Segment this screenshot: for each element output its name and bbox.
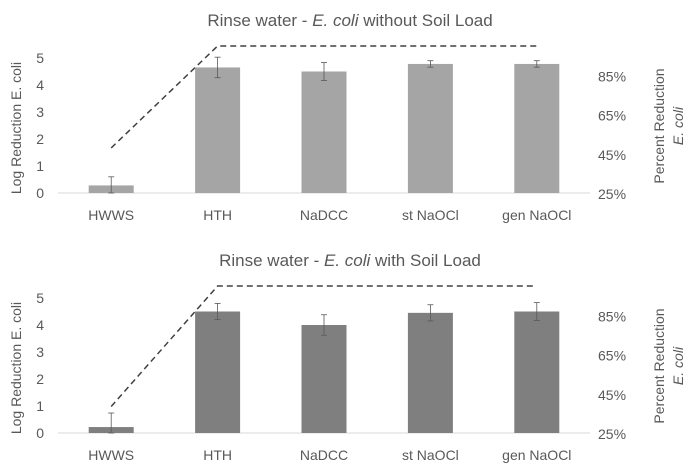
y2-axis-label: Percent Reduction [651,68,667,183]
y-tick-label: 5 [36,50,44,66]
bar-gen-naocl [514,63,560,193]
y-tick-label: 3 [36,104,44,120]
y-tick-label: 0 [36,425,44,441]
bar-nadcc [301,325,347,433]
y2-tick-label: 25% [598,426,626,442]
chart-title: Rinse water - E. coli with Soil Load [219,251,481,270]
bar-hth [195,311,241,433]
y-tick-label: 4 [36,77,44,93]
y-tick-label: 1 [36,398,44,414]
chart-panel-1: Rinse water - E. coli without Soil Load 0… [8,11,686,223]
y-tick-label: 3 [36,344,44,360]
y2-axis-label-italic: E. coli [670,346,686,385]
title-italic: E. coli [324,251,372,270]
y-axis-label: Log Reduction E. coli [8,302,24,434]
title-suffix: with Soil Load [370,251,481,270]
chart-panel-2: Rinse water - E. coli with Soil Load 0 1 2 3… [8,251,686,463]
x-tick-label: NaDCC [300,207,348,223]
bar-gen-naocl [514,311,560,433]
y2-tick-label: 45% [598,387,626,403]
y2-tick-label: 45% [598,147,626,163]
percent-reduction-line [110,45,537,149]
y-axis-label: Log Reduction E. coli [8,62,24,194]
y-tick-label: 4 [36,317,44,333]
y2-tick-label: 25% [598,186,626,202]
x-tick-label: gen NaOCl [502,447,571,463]
y2-tick-label: 85% [598,68,626,84]
y-tick-label: 2 [36,131,44,147]
x-tick-label: HWWS [88,207,134,223]
y2-axis-label-italic: E. coli [670,106,686,145]
bar-nadcc [301,71,347,193]
x-tick-label: st NaOCl [402,207,459,223]
y-tick-label: 5 [36,290,44,306]
bar-st-naocl [407,63,453,193]
x-tick-label: HWWS [88,447,134,463]
x-tick-label: HTH [203,447,232,463]
x-tick-label: HTH [203,207,232,223]
chart-title: Rinse water - E. coli without Soil Load [207,11,492,30]
bar-st-naocl [407,312,453,433]
x-tick-label: st NaOCl [402,447,459,463]
y-tick-label: 2 [36,371,44,387]
x-tick-label: NaDCC [300,447,348,463]
y2-tick-label: 85% [598,308,626,324]
title-prefix: Rinse water - [219,251,324,270]
title-suffix: without Soil Load [358,11,492,30]
y-tick-label: 1 [36,158,44,174]
y2-axis-label: Percent Reduction [651,308,667,423]
x-tick-label: gen NaOCl [502,207,571,223]
bar-hth [195,67,241,193]
y-tick-label: 0 [36,185,44,201]
y2-tick-label: 65% [598,348,626,364]
title-prefix: Rinse water - [207,11,312,30]
title-italic: E. coli [312,11,360,30]
y2-tick-label: 65% [598,108,626,124]
